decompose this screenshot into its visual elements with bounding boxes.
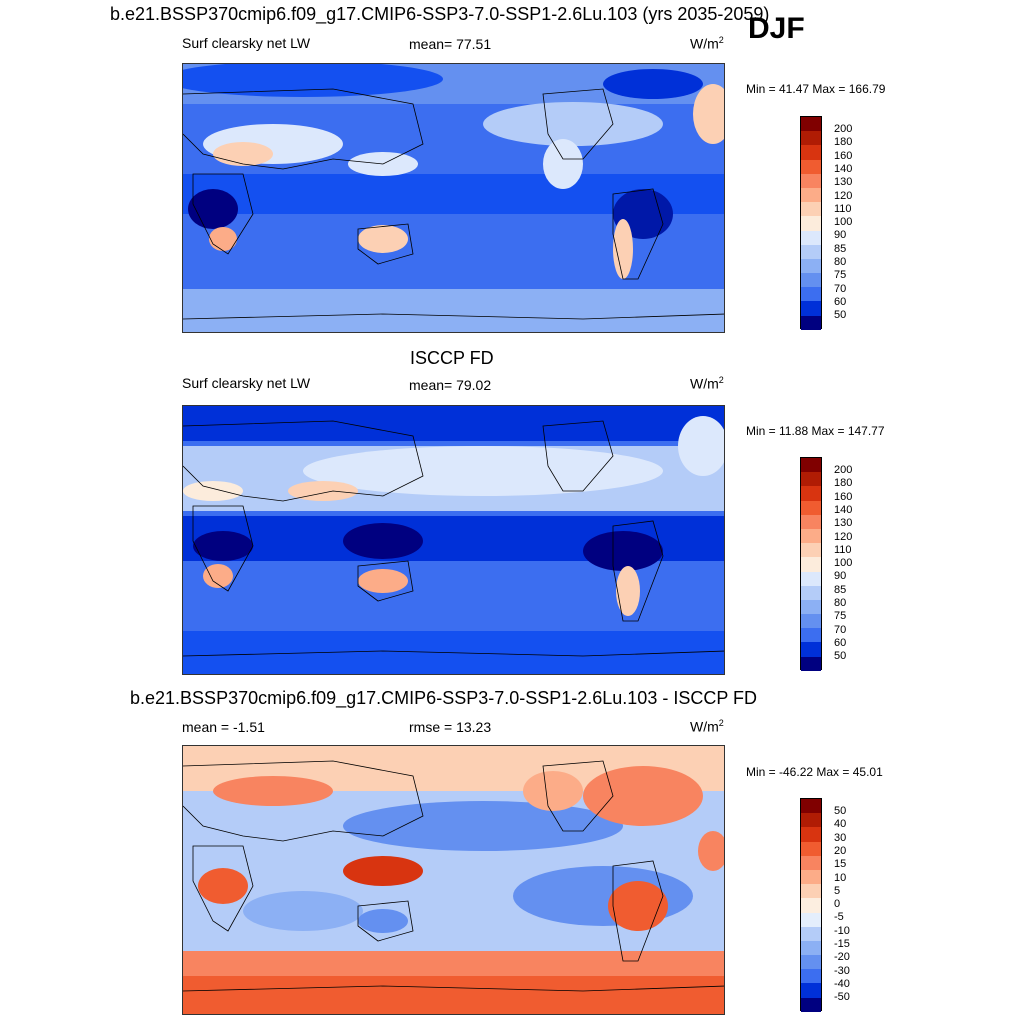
panel1-variable-label: Surf clearsky net LW xyxy=(182,35,311,51)
legend-tick-label: 80 xyxy=(834,597,847,609)
legend-tick-label: 30 xyxy=(834,831,847,844)
legend-tick-label: 120 xyxy=(834,189,853,202)
legend-tick-label: 50 xyxy=(834,805,847,817)
legend-tick-label: 90 xyxy=(834,570,847,583)
legend-tick-label: -40 xyxy=(834,977,850,990)
legend-tick-label: 110 xyxy=(834,202,852,215)
panel3-units: W/m2 xyxy=(690,718,724,735)
season-label: DJF xyxy=(748,12,805,45)
panel1-units: W/m2 xyxy=(690,35,724,52)
panel2-map xyxy=(182,405,725,675)
panel2-title: ISCCP FD xyxy=(410,348,494,368)
panel1-colorbar xyxy=(800,116,822,330)
legend-tick-label: -20 xyxy=(834,951,850,964)
legend-tick-label: 110 xyxy=(834,543,852,556)
panel2-units: W/m2 xyxy=(690,375,724,392)
panel3-mean-label: mean = -1.51 xyxy=(182,719,265,735)
legend-tick-label: 70 xyxy=(834,623,847,636)
legend-tick-label: 140 xyxy=(834,162,853,175)
panel3-title: b.e21.BSSP370cmip6.f09_g17.CMIP6-SSP3-7.… xyxy=(130,688,758,708)
legend-tick-label: 50 xyxy=(834,309,847,322)
legend-tick-label: -5 xyxy=(834,911,844,924)
legend-tick-label: -50 xyxy=(834,991,850,1004)
panel2-variable-label: Surf clearsky net LW xyxy=(182,375,311,391)
legend-tick-label: 80 xyxy=(834,256,847,268)
legend-tick-label: 60 xyxy=(834,295,847,308)
legend-tick-label: 75 xyxy=(834,610,847,623)
legend-tick-label: 200 xyxy=(834,464,853,476)
legend-tick-label: 0 xyxy=(834,898,841,911)
legend-tick-label: 90 xyxy=(834,229,847,242)
legend-tick-label: 100 xyxy=(834,557,853,570)
legend-tick-label: -30 xyxy=(834,964,850,977)
legend-tick-label: 85 xyxy=(834,242,847,255)
legend-tick-label: 60 xyxy=(834,636,847,649)
legend-tick-label: 70 xyxy=(834,282,847,295)
panel2-minmax: Min = 11.88 Max = 147.77 xyxy=(746,424,885,438)
panel3-rmse-label: rmse = 13.23 xyxy=(409,719,492,735)
legend-tick-label: 160 xyxy=(834,149,853,162)
legend-tick-label: 20 xyxy=(834,844,847,857)
legend-tick-label: 75 xyxy=(834,269,847,282)
legend-tick-label: 10 xyxy=(834,871,847,884)
legend-tick-label: -10 xyxy=(834,924,850,937)
legend-tick-label: 180 xyxy=(834,477,853,490)
panel2-mean-label: mean= 79.02 xyxy=(409,377,492,393)
legend-tick-label: 85 xyxy=(834,583,847,596)
legend-tick-label: 50 xyxy=(834,650,847,663)
legend-tick-label: 140 xyxy=(834,503,853,516)
panel1-map xyxy=(182,63,725,333)
legend-tick-label: 5 xyxy=(834,884,841,897)
legend-tick-label: 15 xyxy=(834,858,847,871)
panel1-mean-label: mean= 77.51 xyxy=(409,36,492,52)
legend-tick-label: 40 xyxy=(834,818,847,831)
panel3-map xyxy=(182,745,725,1015)
panel2-colorbar xyxy=(800,457,822,671)
legend-tick-label: 160 xyxy=(834,490,853,503)
legend-tick-label: 130 xyxy=(834,517,853,530)
panel3-colorbar xyxy=(800,798,822,1012)
main-title: b.e21.BSSP370cmip6.f09_g17.CMIP6-SSP3-7.… xyxy=(110,4,770,24)
legend-tick-label: -15 xyxy=(834,938,850,950)
legend-tick-label: 130 xyxy=(834,176,853,189)
legend-tick-label: 200 xyxy=(834,123,853,135)
panel3-minmax: Min = -46.22 Max = 45.01 xyxy=(746,765,883,779)
legend-tick-label: 120 xyxy=(834,530,853,543)
panel1-minmax: Min = 41.47 Max = 166.79 xyxy=(746,82,886,96)
legend-tick-label: 180 xyxy=(834,136,853,149)
legend-tick-label: 100 xyxy=(834,216,853,229)
